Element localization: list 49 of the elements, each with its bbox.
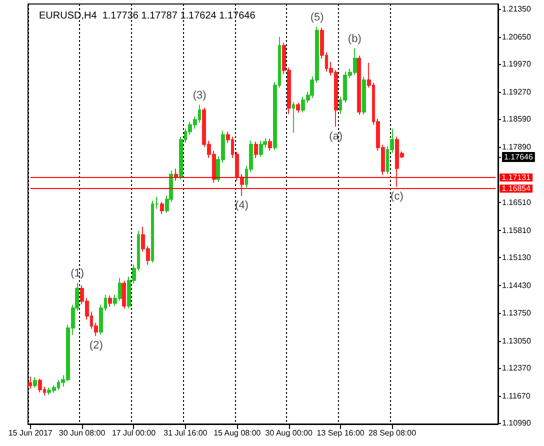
y-tick-label: 1.15130 <box>502 253 532 262</box>
y-tick-label: 1.13750 <box>502 308 532 318</box>
text: EURUSD,H4 1.17736 1.17787 1.17624 1.17646 <box>39 10 256 22</box>
candlestick <box>160 202 164 214</box>
candlestick <box>268 138 272 152</box>
annotation: (b) <box>348 32 362 45</box>
candlestick <box>108 295 112 308</box>
annotation: (2) <box>89 340 103 352</box>
y-tick-label: 1.21350 <box>502 4 532 14</box>
candlestick <box>357 55 361 116</box>
y-tick-label: 1.12370 <box>502 364 532 372</box>
y-tick-label: 1.13050 <box>502 336 532 346</box>
ref-line-label: 1.17131 <box>502 173 532 182</box>
candlestick <box>28 376 32 390</box>
y-tick-label: 1.14430 <box>502 281 532 290</box>
y-tick-label: 1.18590 <box>502 114 532 124</box>
annotation: (5) <box>310 11 324 24</box>
y-tick-label: 1.10990 <box>502 418 532 428</box>
candlestick <box>174 168 178 182</box>
x-tick-label: 13 Sep 16:00 <box>316 428 365 438</box>
candlestick <box>38 378 42 393</box>
y-tick-label: 1.19970 <box>502 60 532 68</box>
candlestick <box>254 141 258 158</box>
x-tick-label: 28 Sep 08:00 <box>368 428 417 438</box>
annotation: (c) <box>390 190 404 202</box>
y-tick-label: 1.17890 <box>502 142 532 152</box>
annotation: (3) <box>192 89 206 102</box>
ref-line-label: 1.16854 <box>502 184 532 194</box>
annotation: (4) <box>235 200 249 212</box>
candlestick <box>362 76 366 116</box>
y-tick-label: 1.11670 <box>502 392 531 400</box>
annotation: (1) <box>70 267 84 280</box>
x-tick-label: 30 Jun 08:00 <box>58 428 106 438</box>
candlestick <box>292 102 295 134</box>
x-tick-label: 15 Aug 08:00 <box>214 428 262 438</box>
x-tick-label: 15 Jun 2017 <box>8 428 53 438</box>
x-tick-label: 31 Jul 16:00 <box>164 428 208 438</box>
candlestick <box>259 140 263 158</box>
y-tick-label: 1.19270 <box>502 88 532 96</box>
y-tick-label: 1.20650 <box>502 32 532 42</box>
candlestick <box>33 376 37 388</box>
x-tick-label: 17 Jul 00:00 <box>112 428 156 438</box>
candlestick <box>296 102 300 114</box>
x-tick-label: 30 Aug 00:00 <box>265 428 313 438</box>
y-tick-label: 1.15810 <box>502 226 532 235</box>
candlestick <box>122 280 126 310</box>
y-tick-label: 1.17646 <box>504 152 534 162</box>
annotation: (a) <box>329 130 343 142</box>
y-tick-label: 1.16510 <box>502 198 532 207</box>
